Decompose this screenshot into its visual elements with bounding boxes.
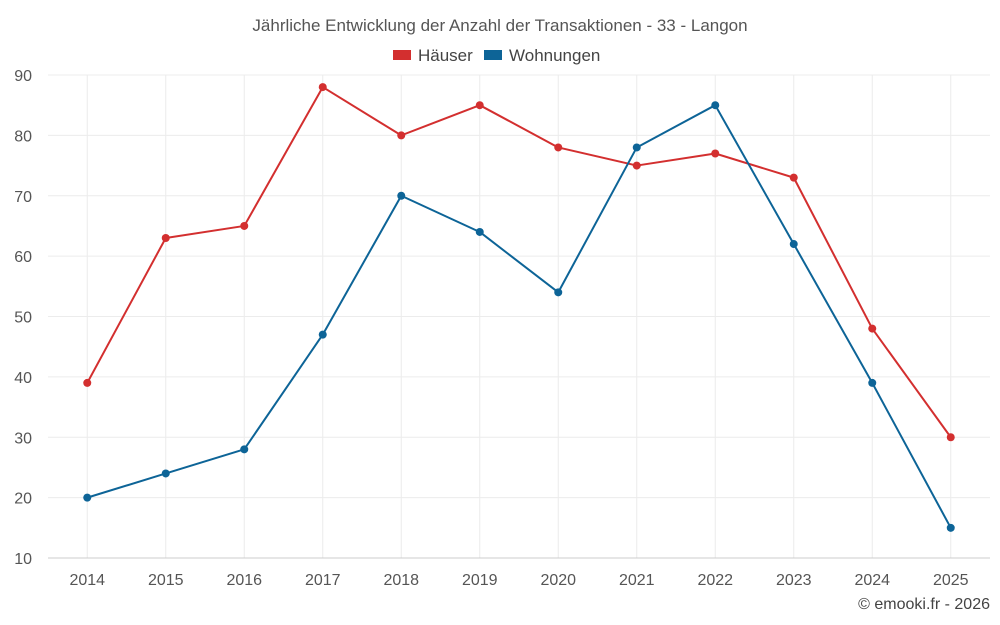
axes: 10 20 30 40 50 60 70 80 90 2014 2015 2016 2017 2018 20… xyxy=(14,68,990,589)
data-point xyxy=(554,288,563,297)
legend: Häuser Wohnungen xyxy=(393,46,600,65)
grid xyxy=(48,74,990,558)
x-tick-label: 2023 xyxy=(776,572,812,589)
data-point xyxy=(475,101,484,110)
data-point xyxy=(240,445,249,454)
x-tick-label: 2014 xyxy=(69,572,105,589)
data-point xyxy=(868,324,877,333)
data-point xyxy=(711,101,720,110)
series-line xyxy=(86,86,952,438)
data-point xyxy=(83,378,92,387)
y-tick-label: 90 xyxy=(14,68,32,85)
series-layer xyxy=(83,83,955,532)
legend-item: Wohnungen xyxy=(484,46,600,65)
data-point xyxy=(946,523,955,532)
x-tick-label: 2022 xyxy=(697,572,733,589)
x-tick-label: 2024 xyxy=(854,572,890,589)
x-tick-label: 2019 xyxy=(462,572,498,589)
data-point xyxy=(83,493,92,502)
y-tick-label: 40 xyxy=(14,370,32,387)
data-point xyxy=(161,234,170,243)
series-line xyxy=(86,104,952,529)
chart-title: Jährliche Entwicklung der Anzahl der Tra… xyxy=(252,16,747,35)
x-tick-label: 2016 xyxy=(226,572,262,589)
data-point xyxy=(632,161,641,170)
y-tick-label: 20 xyxy=(14,491,32,508)
series-haeuser xyxy=(83,83,955,442)
x-tick-label: 2021 xyxy=(619,572,655,589)
legend-label: Wohnungen xyxy=(509,46,600,65)
x-tick-label: 2017 xyxy=(305,572,341,589)
data-point xyxy=(397,191,406,200)
legend-swatch xyxy=(484,50,502,60)
data-point xyxy=(554,143,563,152)
data-point xyxy=(161,469,170,478)
x-tick-label: 2020 xyxy=(540,572,576,589)
y-tick-label: 70 xyxy=(14,189,32,206)
legend-swatch xyxy=(393,50,411,60)
x-tick-label: 2018 xyxy=(383,572,419,589)
y-tick-label: 30 xyxy=(14,430,32,447)
data-point xyxy=(789,173,798,182)
legend-label: Häuser xyxy=(418,46,473,65)
data-point xyxy=(318,83,327,92)
y-tick-label: 10 xyxy=(14,551,32,568)
x-tick-label: 2025 xyxy=(933,572,969,589)
data-point xyxy=(632,143,641,152)
data-point xyxy=(240,221,249,230)
data-point xyxy=(475,227,484,236)
data-point xyxy=(318,330,327,339)
credit-text: © emooki.fr - 2026 xyxy=(858,596,990,613)
x-tick-label: 2015 xyxy=(148,572,184,589)
series-wohnungen xyxy=(83,101,955,532)
data-point xyxy=(789,240,798,249)
data-point xyxy=(868,378,877,387)
y-tick-label: 80 xyxy=(14,128,32,145)
data-point xyxy=(946,433,955,442)
data-point xyxy=(711,149,720,158)
y-tick-label: 50 xyxy=(14,310,32,327)
legend-item: Häuser xyxy=(393,46,473,65)
y-tick-label: 60 xyxy=(14,249,32,266)
data-point xyxy=(397,131,406,140)
